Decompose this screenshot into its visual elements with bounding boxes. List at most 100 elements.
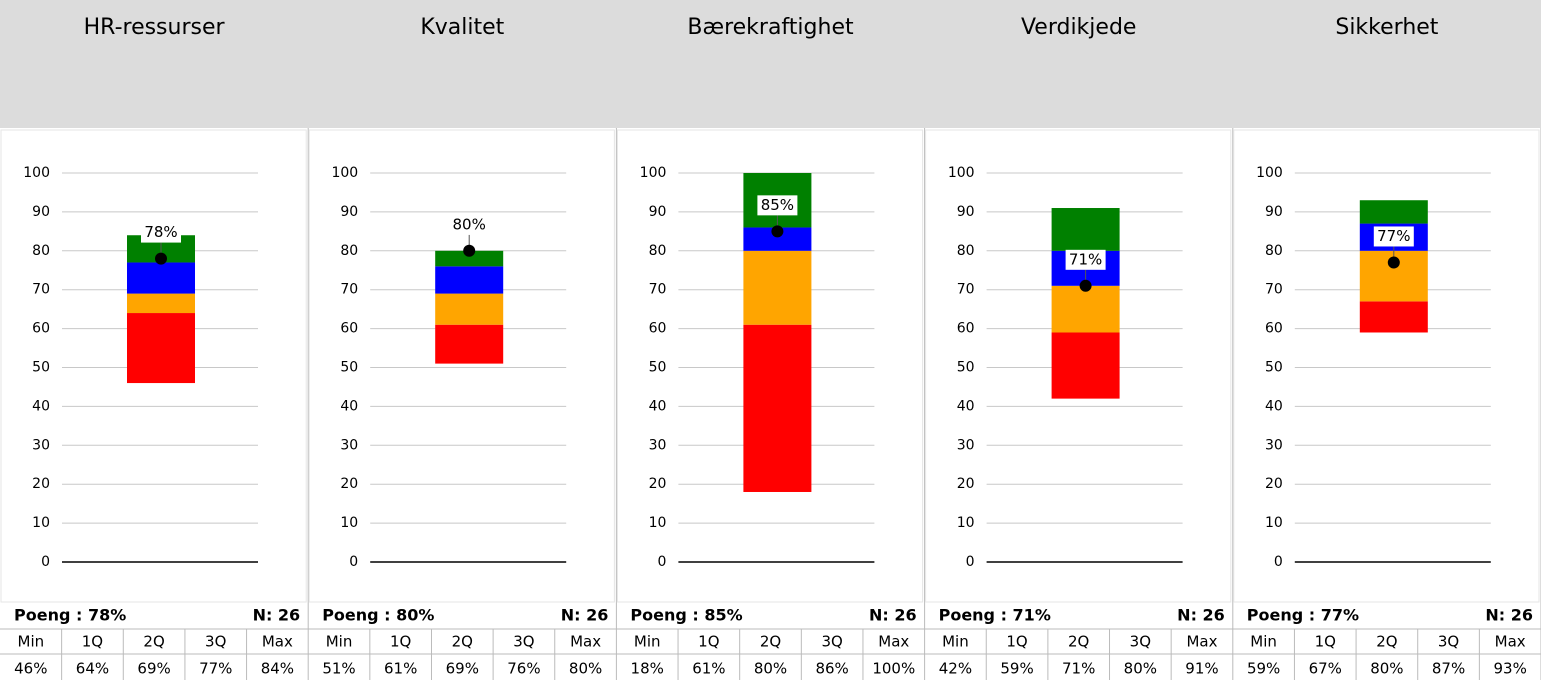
- stat-value: 84%: [261, 660, 294, 678]
- score-label: 78%: [144, 223, 177, 241]
- y-tick-label: 100: [1256, 165, 1283, 181]
- footer-n: N: 26: [869, 606, 917, 625]
- stat-value: 51%: [322, 660, 355, 678]
- stat-name: Max: [878, 633, 909, 651]
- stat-value: 91%: [1185, 660, 1218, 678]
- stat-value: 80%: [1124, 660, 1157, 678]
- stat-value: 80%: [1370, 660, 1403, 678]
- stat-name: 2Q: [1068, 633, 1089, 651]
- stat-value: 77%: [199, 660, 232, 678]
- y-tick-label: 100: [23, 165, 50, 181]
- y-tick-label: 0: [1274, 554, 1283, 570]
- y-tick-label: 20: [32, 476, 50, 492]
- stat-value: 76%: [507, 660, 540, 678]
- y-tick-label: 60: [340, 321, 358, 337]
- stat-name: Min: [634, 633, 661, 651]
- footer-n: N: 26: [1177, 606, 1225, 625]
- y-tick-label: 10: [649, 515, 667, 531]
- y-tick-label: 30: [1265, 437, 1283, 453]
- stat-value: 69%: [137, 660, 170, 678]
- score-dot: [463, 244, 476, 257]
- stat-name: 1Q: [390, 633, 411, 651]
- y-tick-label: 90: [649, 204, 667, 220]
- stat-name: Min: [942, 633, 969, 651]
- y-tick-label: 100: [948, 165, 975, 181]
- y-tick-label: 40: [649, 398, 667, 414]
- stat-value: 59%: [1247, 660, 1280, 678]
- stat-name: Min: [18, 633, 45, 651]
- stat-name: 2Q: [760, 633, 781, 651]
- stat-value: 100%: [872, 660, 915, 678]
- y-tick-label: 80: [1265, 243, 1283, 259]
- y-tick-label: 40: [32, 398, 50, 414]
- panel-title: Sikkerhet: [1335, 15, 1438, 40]
- y-tick-label: 20: [957, 476, 975, 492]
- box-segment: [1051, 208, 1120, 251]
- box-segment: [1051, 285, 1120, 333]
- footer-n: N: 26: [253, 606, 301, 625]
- footer-score: Poeng : 71%: [939, 606, 1051, 625]
- stat-value: 61%: [384, 660, 417, 678]
- stat-name: 3Q: [513, 633, 534, 651]
- y-tick-label: 50: [340, 360, 358, 376]
- y-tick-label: 50: [1265, 360, 1283, 376]
- stat-value: 64%: [76, 660, 109, 678]
- box-segment: [127, 262, 195, 294]
- panel-title: HR-ressurser: [84, 15, 226, 40]
- y-tick-label: 0: [657, 554, 666, 570]
- y-tick-label: 90: [32, 204, 50, 220]
- box-segment: [435, 324, 504, 364]
- y-tick-label: 60: [649, 321, 667, 337]
- footer-score: Poeng : 78%: [14, 606, 126, 625]
- y-tick-label: 90: [1265, 204, 1283, 220]
- stat-value: 42%: [939, 660, 972, 678]
- stat-name: 3Q: [1130, 633, 1151, 651]
- y-tick-label: 40: [1265, 398, 1283, 414]
- score-label-box: [141, 222, 181, 243]
- stat-name: Min: [326, 633, 353, 651]
- footer-score: Poeng : 80%: [322, 606, 434, 625]
- box-segment: [127, 293, 195, 314]
- score-dot: [1079, 279, 1092, 292]
- y-tick-label: 80: [649, 243, 667, 259]
- box-segment: [743, 227, 812, 251]
- score-label-box: [1373, 226, 1414, 247]
- y-tick-label: 90: [957, 204, 975, 220]
- stat-value: 80%: [754, 660, 787, 678]
- y-tick-label: 60: [32, 321, 50, 337]
- y-tick-label: 10: [957, 515, 975, 531]
- stat-name: 2Q: [452, 633, 473, 651]
- y-tick-label: 40: [957, 398, 975, 414]
- y-tick-label: 30: [957, 437, 975, 453]
- y-tick-label: 100: [640, 165, 667, 181]
- y-tick-label: 10: [32, 515, 50, 531]
- y-tick-label: 30: [649, 437, 667, 453]
- y-tick-label: 80: [957, 243, 975, 259]
- score-label: 80%: [453, 215, 486, 233]
- stat-name: 2Q: [1376, 633, 1397, 651]
- box-segment: [1359, 301, 1428, 333]
- stat-value: 67%: [1309, 660, 1342, 678]
- y-tick-label: 70: [957, 282, 975, 298]
- stat-name: Max: [570, 633, 601, 651]
- y-tick-label: 70: [340, 282, 358, 298]
- y-tick-label: 0: [41, 554, 50, 570]
- stat-value: 87%: [1432, 660, 1465, 678]
- box-segment: [435, 266, 504, 294]
- y-tick-label: 10: [1265, 515, 1283, 531]
- stat-value: 69%: [446, 660, 479, 678]
- stat-name: 3Q: [205, 633, 226, 651]
- score-dot: [155, 252, 167, 265]
- y-tick-label: 100: [331, 165, 358, 181]
- stat-value: 46%: [14, 660, 47, 678]
- y-tick-label: 30: [32, 437, 50, 453]
- y-tick-label: 70: [649, 282, 667, 298]
- stat-name: Max: [262, 633, 293, 651]
- score-label: 85%: [761, 196, 794, 214]
- y-tick-label: 20: [1265, 476, 1283, 492]
- stat-value: 18%: [631, 660, 664, 678]
- score-dot: [771, 225, 784, 238]
- score-label: 71%: [1069, 250, 1102, 268]
- score-dot: [1387, 256, 1400, 269]
